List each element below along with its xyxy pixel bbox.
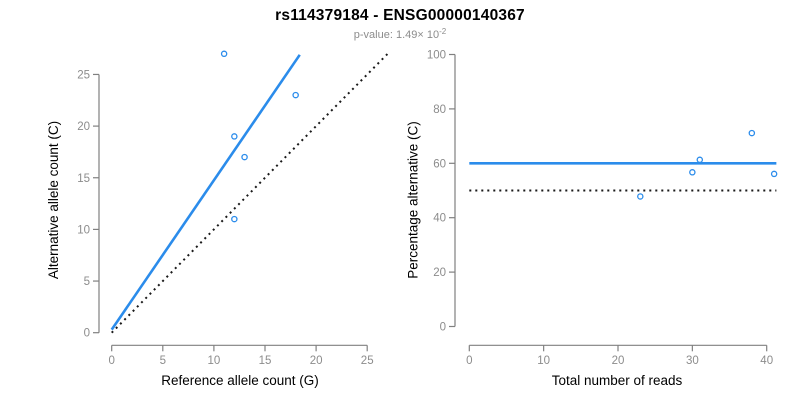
x-axis-title: Total number of reads: [552, 373, 683, 388]
y-tick-label: 80: [433, 104, 446, 116]
data-point: [770, 170, 778, 178]
y-tick-label: 40: [433, 213, 446, 225]
y-tick-label: 20: [433, 267, 446, 279]
x-tick-label: 20: [612, 355, 625, 367]
data-point: [637, 193, 644, 200]
y-axis-title: Percentage alternative (C): [406, 121, 421, 279]
y-tick-label: 0: [440, 322, 446, 334]
y-tick-label: 60: [433, 158, 446, 170]
x-tick-label: 25: [361, 355, 374, 367]
data-point: [689, 169, 696, 176]
data-point: [231, 215, 238, 223]
x-axis-title: Reference allele count (G): [161, 373, 319, 388]
x-tick-label: 40: [760, 355, 773, 367]
y-tick-label: 20: [77, 121, 90, 133]
y-tick-label: 15: [77, 173, 90, 185]
data-point: [231, 133, 238, 140]
x-tick-label: 20: [310, 355, 323, 367]
x-tick-label: 15: [259, 355, 272, 367]
data-point: [748, 129, 756, 137]
x-tick-label: 5: [160, 355, 166, 367]
percentage-alternative-scatter-plot: 0 20 40 60 80 100 0 10 20 30 40 Total number of rea…: [406, 50, 778, 388]
y-tick-label: 10: [77, 224, 90, 236]
y-tick-label: 0: [84, 328, 90, 340]
y-tick-label: 100: [427, 50, 446, 62]
data-point: [220, 50, 228, 58]
x-tick-label: 0: [108, 355, 114, 367]
allele-count-scatter-plot: 0 5 10 15 20 25 0 5 10 15 20 25 Reference allele cou…: [46, 50, 389, 388]
data-point: [696, 156, 704, 164]
x-tick-label: 30: [686, 355, 699, 367]
x-tick-label: 10: [537, 355, 550, 367]
y-tick-label: 5: [84, 276, 90, 288]
data-point: [292, 91, 299, 99]
page-title: rs114379184 - ENSG00000140367: [275, 7, 525, 24]
p-value-text: p-value: 1.49× 10: [353, 29, 440, 41]
y-tick-label: 25: [77, 69, 90, 81]
y-axis-title: Alternative allele count (C): [46, 121, 61, 279]
data-point: [241, 153, 248, 161]
x-tick-label: 10: [208, 355, 221, 367]
x-tick-label: 0: [466, 355, 472, 367]
identity-line: [110, 53, 389, 334]
p-value-exponent: -2: [439, 27, 447, 36]
fit-line: [110, 54, 301, 331]
p-value-subtitle: p-value: 1.49× 10-2: [0, 27, 800, 41]
